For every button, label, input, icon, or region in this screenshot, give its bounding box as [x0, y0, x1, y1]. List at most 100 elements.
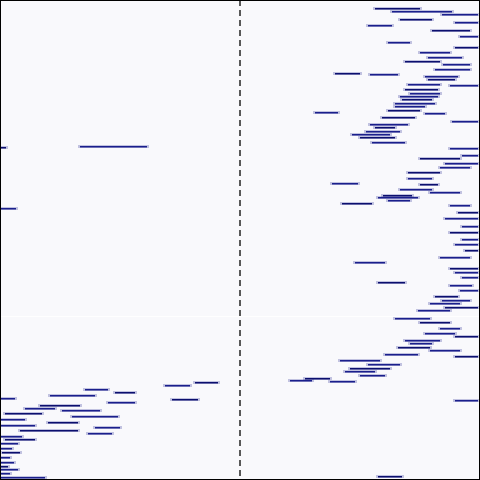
heatmap-cell: [0, 469, 18, 471]
heatmap-cell: [400, 96, 438, 98]
heatmap-cell: [370, 74, 398, 76]
heatmap-cell: [375, 8, 420, 10]
heatmap-cell: [62, 410, 100, 412]
heatmap-cell: [0, 473, 10, 475]
heatmap-cell: [95, 427, 120, 429]
heatmap-cell: [420, 322, 450, 324]
heatmap-cell: [378, 282, 405, 284]
heatmap-cell: [405, 89, 438, 91]
heatmap-cell: [455, 244, 478, 246]
heatmap-cell: [5, 413, 42, 415]
heatmap-cell: [435, 69, 470, 71]
heatmap-cell: [455, 47, 478, 49]
heatmap-cell: [305, 378, 330, 380]
heatmap-cell: [388, 110, 420, 112]
heatmap-cell: [445, 218, 478, 220]
heatmap-cell: [72, 416, 118, 418]
heatmap-cell: [370, 124, 408, 126]
heatmap-cell: [418, 310, 450, 312]
heatmap-cell: [465, 250, 478, 252]
heatmap-cell: [455, 336, 478, 338]
heatmap-cell: [88, 433, 112, 435]
heatmap-cell: [378, 476, 402, 478]
heatmap-cell: [290, 380, 312, 382]
heatmap-marks: [0, 7, 480, 479]
heatmap-cell: [382, 117, 415, 119]
heatmap-cell: [335, 73, 360, 75]
heatmap-cell: [0, 462, 14, 464]
heatmap-cell: [25, 408, 55, 410]
heatmap-cell: [355, 262, 385, 264]
heatmap-cell: [450, 268, 478, 270]
heatmap-cell: [462, 239, 478, 241]
heatmap-cell: [420, 184, 438, 186]
heatmap-cell: [372, 142, 405, 144]
heatmap-cell: [108, 402, 135, 404]
heatmap-cell: [345, 371, 375, 373]
heatmap-cell: [80, 146, 147, 148]
heatmap-cell: [408, 84, 440, 86]
heatmap-cell: [0, 398, 15, 400]
heatmap-cell: [425, 76, 458, 78]
heatmap-cell: [425, 333, 455, 335]
heatmap-cell: [5, 439, 35, 441]
heatmap-cell: [0, 457, 10, 459]
heatmap-cell: [430, 350, 460, 352]
heatmap-cell: [405, 340, 440, 342]
heatmap-cell: [428, 79, 455, 81]
heatmap-cell: [408, 178, 432, 180]
heatmap-cell: [398, 347, 430, 349]
heatmap-cell: [366, 131, 400, 133]
separator-row: [0, 316, 480, 317]
heatmap-cell: [410, 343, 432, 345]
heatmap-cell: [340, 360, 380, 362]
heatmap-cell: [450, 285, 472, 287]
heatmap-cell: [0, 208, 16, 210]
heatmap-cell: [0, 448, 12, 450]
heatmap-cell: [445, 307, 478, 309]
heatmap-cell: [420, 158, 460, 160]
heatmap-cell: [400, 19, 432, 21]
heatmap-cell: [20, 430, 78, 432]
heatmap-cell: [452, 121, 478, 123]
heatmap-cell: [115, 392, 135, 394]
heatmap-cell: [0, 443, 18, 445]
heatmap-cell: [460, 36, 478, 38]
heatmap-cell: [392, 11, 452, 13]
heatmap-cell: [455, 272, 478, 274]
heatmap-cell: [0, 425, 35, 427]
heatmap-cell: [450, 85, 478, 87]
heatmap-cell: [50, 395, 95, 397]
heatmap-cell: [420, 52, 450, 54]
heatmap-cell: [455, 400, 478, 402]
heatmap-cell: [0, 419, 25, 421]
heatmap-cell: [442, 14, 478, 16]
heatmap-cell: [388, 200, 410, 202]
heatmap-cell: [342, 203, 372, 205]
heatmap-cell: [165, 385, 190, 387]
heatmap-cell: [2, 452, 20, 454]
heatmap-cell: [360, 375, 385, 377]
heatmap-cell: [408, 172, 440, 174]
heatmap-cell: [432, 30, 470, 32]
heatmap-cell: [428, 57, 462, 59]
heatmap-cell: [402, 99, 432, 101]
heatmap-cell: [48, 422, 78, 424]
heatmap-cell: [352, 134, 390, 136]
heatmap-cell: [440, 328, 460, 330]
heatmap-cell: [332, 183, 358, 185]
heatmap-cell: [368, 364, 400, 366]
heatmap-cell: [462, 277, 478, 279]
heatmap-cell: [395, 106, 425, 108]
heatmap-cell: [450, 148, 478, 150]
heatmap-cell: [460, 290, 478, 292]
heatmap-cell: [388, 42, 410, 44]
heatmap-cell: [383, 195, 412, 197]
heatmap-cell: [385, 354, 418, 356]
heatmap-cell: [400, 189, 432, 191]
heatmap-cell: [430, 303, 460, 305]
heatmap-cell: [440, 257, 470, 259]
heatmap-cell: [368, 25, 392, 27]
heatmap-cell: [0, 466, 8, 468]
